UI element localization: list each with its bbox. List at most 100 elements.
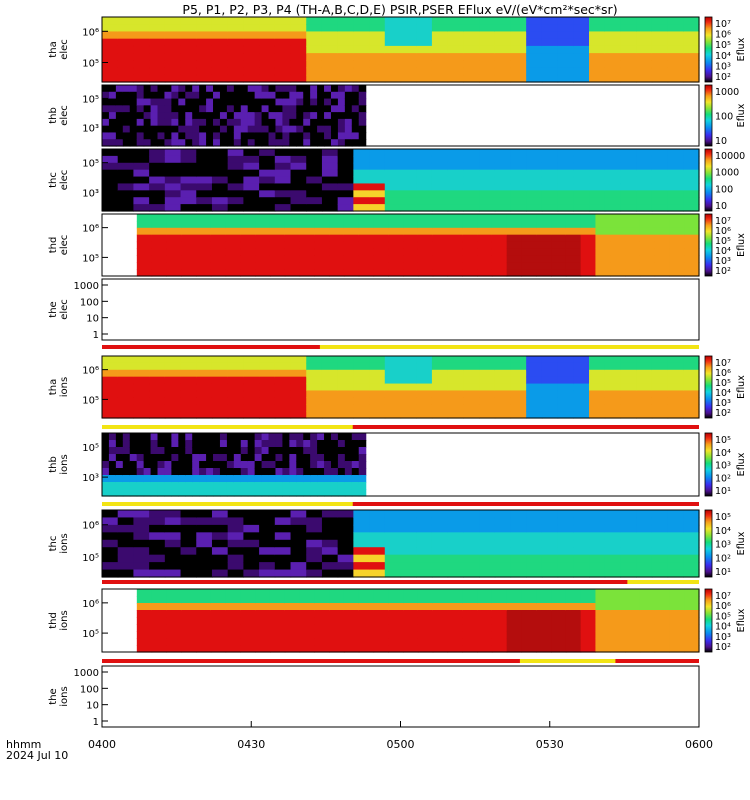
spectrogram-cell [604,547,622,556]
spectrogram-cell [388,214,404,222]
spectrogram-cell [133,169,150,178]
spectrogram-cell [510,53,527,61]
spectrogram-cell [254,433,263,441]
spectrogram-cell [620,510,637,519]
spectrogram-cell [344,85,353,93]
spectrogram-cell [669,241,685,250]
spectrogram-cell [211,24,229,33]
spectrogram-cell [417,227,434,236]
spectrogram-cell [233,433,242,441]
spectrogram-cell [178,139,186,147]
spectrogram-cell [353,45,370,54]
panel-frame [101,213,700,277]
spectrogram-cell [330,489,339,497]
spectrogram-cell [351,482,360,490]
spectrogram-cell [589,547,606,556]
spectrogram-cell [219,461,228,469]
spectrogram-cell [541,197,559,205]
spectrogram-cell [506,603,523,611]
spectrogram-cell [636,197,653,205]
spectrogram-cell [330,433,339,441]
spectrogram-cell [210,234,227,243]
spectrogram-cell [247,125,256,134]
spectrogram-cell [684,596,700,604]
spectrogram-cell [306,53,323,61]
spectrogram-cell [227,356,244,364]
panel-species-label: ions [59,377,70,397]
spectrogram-cell [358,461,367,469]
spectrogram-cell [417,624,434,632]
spectrogram-cell [557,376,574,385]
spectrogram-cell [227,169,244,178]
y-tick-label: 10⁵ [82,443,99,454]
colorbar-tick-label: 10³ [715,398,731,409]
spectrogram-cell [150,482,159,490]
spectrogram-cell [227,362,244,371]
spectrogram-cell [296,447,304,455]
spectrogram-cell [290,376,307,385]
spectrogram-cell [227,404,244,412]
spectrogram-cell [479,517,496,526]
spectrogram-cell [136,118,145,127]
spectrogram-cell [306,149,323,157]
spectrogram-cell [178,489,186,497]
spectrogram-cell [541,562,559,571]
spectrogram-cell [330,112,339,120]
spectrogram-cell [351,118,360,127]
spectrogram-cell [683,383,700,392]
spectrogram-cell [259,190,276,198]
spectrogram-cell [510,554,527,563]
spectrogram-cell [261,468,270,476]
spectrogram-cell [261,125,270,134]
spectrogram-cell [400,404,417,412]
spectrogram-cell [171,85,179,93]
spectrogram-cell [157,433,166,441]
spectrogram-cell [521,610,537,618]
spectrogram-cell [310,139,318,147]
spectrogram-cell [102,554,119,563]
spectrogram-cell [261,440,270,448]
spectrogram-cell [337,440,346,448]
spectrogram-cell [494,517,512,526]
spectrogram-cell [510,38,527,47]
colorbar-label: Eflux [736,608,747,632]
spectrogram-cell [269,248,286,256]
spectrogram-cell [275,132,284,140]
spectrogram-cell [240,603,256,611]
spectrogram-cell [447,610,463,618]
spectrogram-cell [536,262,552,270]
spectrogram-cell [536,241,552,250]
spectrogram-cell [269,269,286,277]
spectrogram-cell [117,362,135,371]
spectrogram-cell [683,17,700,25]
spectrogram-cell [565,589,582,597]
spectrogram-cell [274,362,292,371]
spectrogram-cell [494,369,512,378]
spectrogram-cell [625,227,641,236]
spectrogram-cell [491,234,508,243]
spectrogram-cell [343,645,360,653]
spectrogram-cell [196,517,213,526]
spectrogram-cell [303,105,311,113]
spectrogram-cell [117,390,135,398]
spectrogram-cell [506,234,523,243]
spectrogram-cell [115,461,124,469]
spectrogram-cell [620,517,637,526]
spectrogram-cell [310,482,318,490]
spectrogram-cell [369,149,386,157]
spectrogram-cell [206,139,214,147]
spectrogram-cell [166,624,182,632]
spectrogram-cell [506,269,523,277]
panel-species-label: elec [59,235,70,256]
spectrogram-cell [321,149,339,157]
panel-ylabel: thcelec [48,170,70,191]
spectrogram-cell [358,447,367,455]
spectrogram-cell [479,510,496,519]
spectrogram-cell [240,638,256,646]
spectrogram-cell [122,98,131,106]
spectrogram-cell [240,105,249,113]
spectrogram-cell [192,105,200,113]
